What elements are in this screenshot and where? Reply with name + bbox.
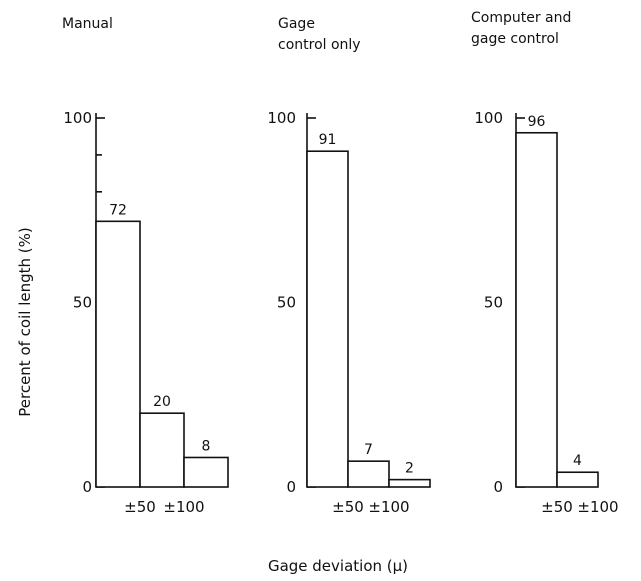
- chart-panel: Manual 0 50 100 72 ±50 20 ±100 8: [62, 16, 229, 516]
- data-label: 96: [528, 114, 546, 130]
- y-axis-label: Percent of coil length (%): [16, 227, 34, 417]
- y-tick-label: 50: [277, 294, 296, 312]
- data-label: 91: [319, 132, 337, 148]
- data-label: 72: [109, 202, 127, 218]
- x-tick-label: ±100: [577, 498, 618, 516]
- chart-title: Computer and: [471, 10, 571, 26]
- bar: [95, 220, 141, 488]
- x-tick-label: ±50: [124, 498, 156, 516]
- y-tick-label: 50: [484, 294, 503, 312]
- chart-panel: Gage control only 0 50 100 91 ±50 7 ±100 2: [267, 16, 431, 516]
- y-tick-label: 100: [474, 109, 503, 127]
- x-tick-label: ±50: [332, 498, 364, 516]
- chart-title: gage control: [471, 31, 559, 47]
- x-tick-label: ±50: [541, 498, 573, 516]
- y-tick-label: 100: [63, 109, 92, 127]
- bar: [515, 131, 558, 488]
- x-tick-label: ±100: [368, 498, 409, 516]
- data-label: 2: [405, 461, 414, 477]
- y-tick-label: 0: [493, 478, 503, 496]
- bar: [556, 471, 599, 488]
- data-label: 20: [153, 394, 171, 410]
- chart-title: control only: [278, 37, 361, 53]
- bar: [183, 456, 229, 488]
- data-label: 4: [573, 453, 582, 469]
- chart-title: Gage: [278, 16, 315, 32]
- chart-title: Manual: [62, 16, 113, 32]
- data-label: 8: [202, 438, 211, 454]
- y-tick-label: 0: [286, 478, 296, 496]
- y-tick-label: 50: [73, 294, 92, 312]
- data-label: 7: [364, 442, 373, 458]
- bar: [347, 460, 390, 488]
- x-tick-label: ±100: [163, 498, 204, 516]
- x-axis-label: Gage deviation (μ): [268, 557, 408, 575]
- chart-panel: Computer and gage control 0 50 100 96 ±50 4 ±100: [471, 10, 619, 516]
- bar: [139, 412, 185, 488]
- y-tick-label: 0: [82, 478, 92, 496]
- bar: [306, 150, 349, 488]
- y-tick-label: 100: [267, 109, 296, 127]
- bar: [388, 478, 431, 488]
